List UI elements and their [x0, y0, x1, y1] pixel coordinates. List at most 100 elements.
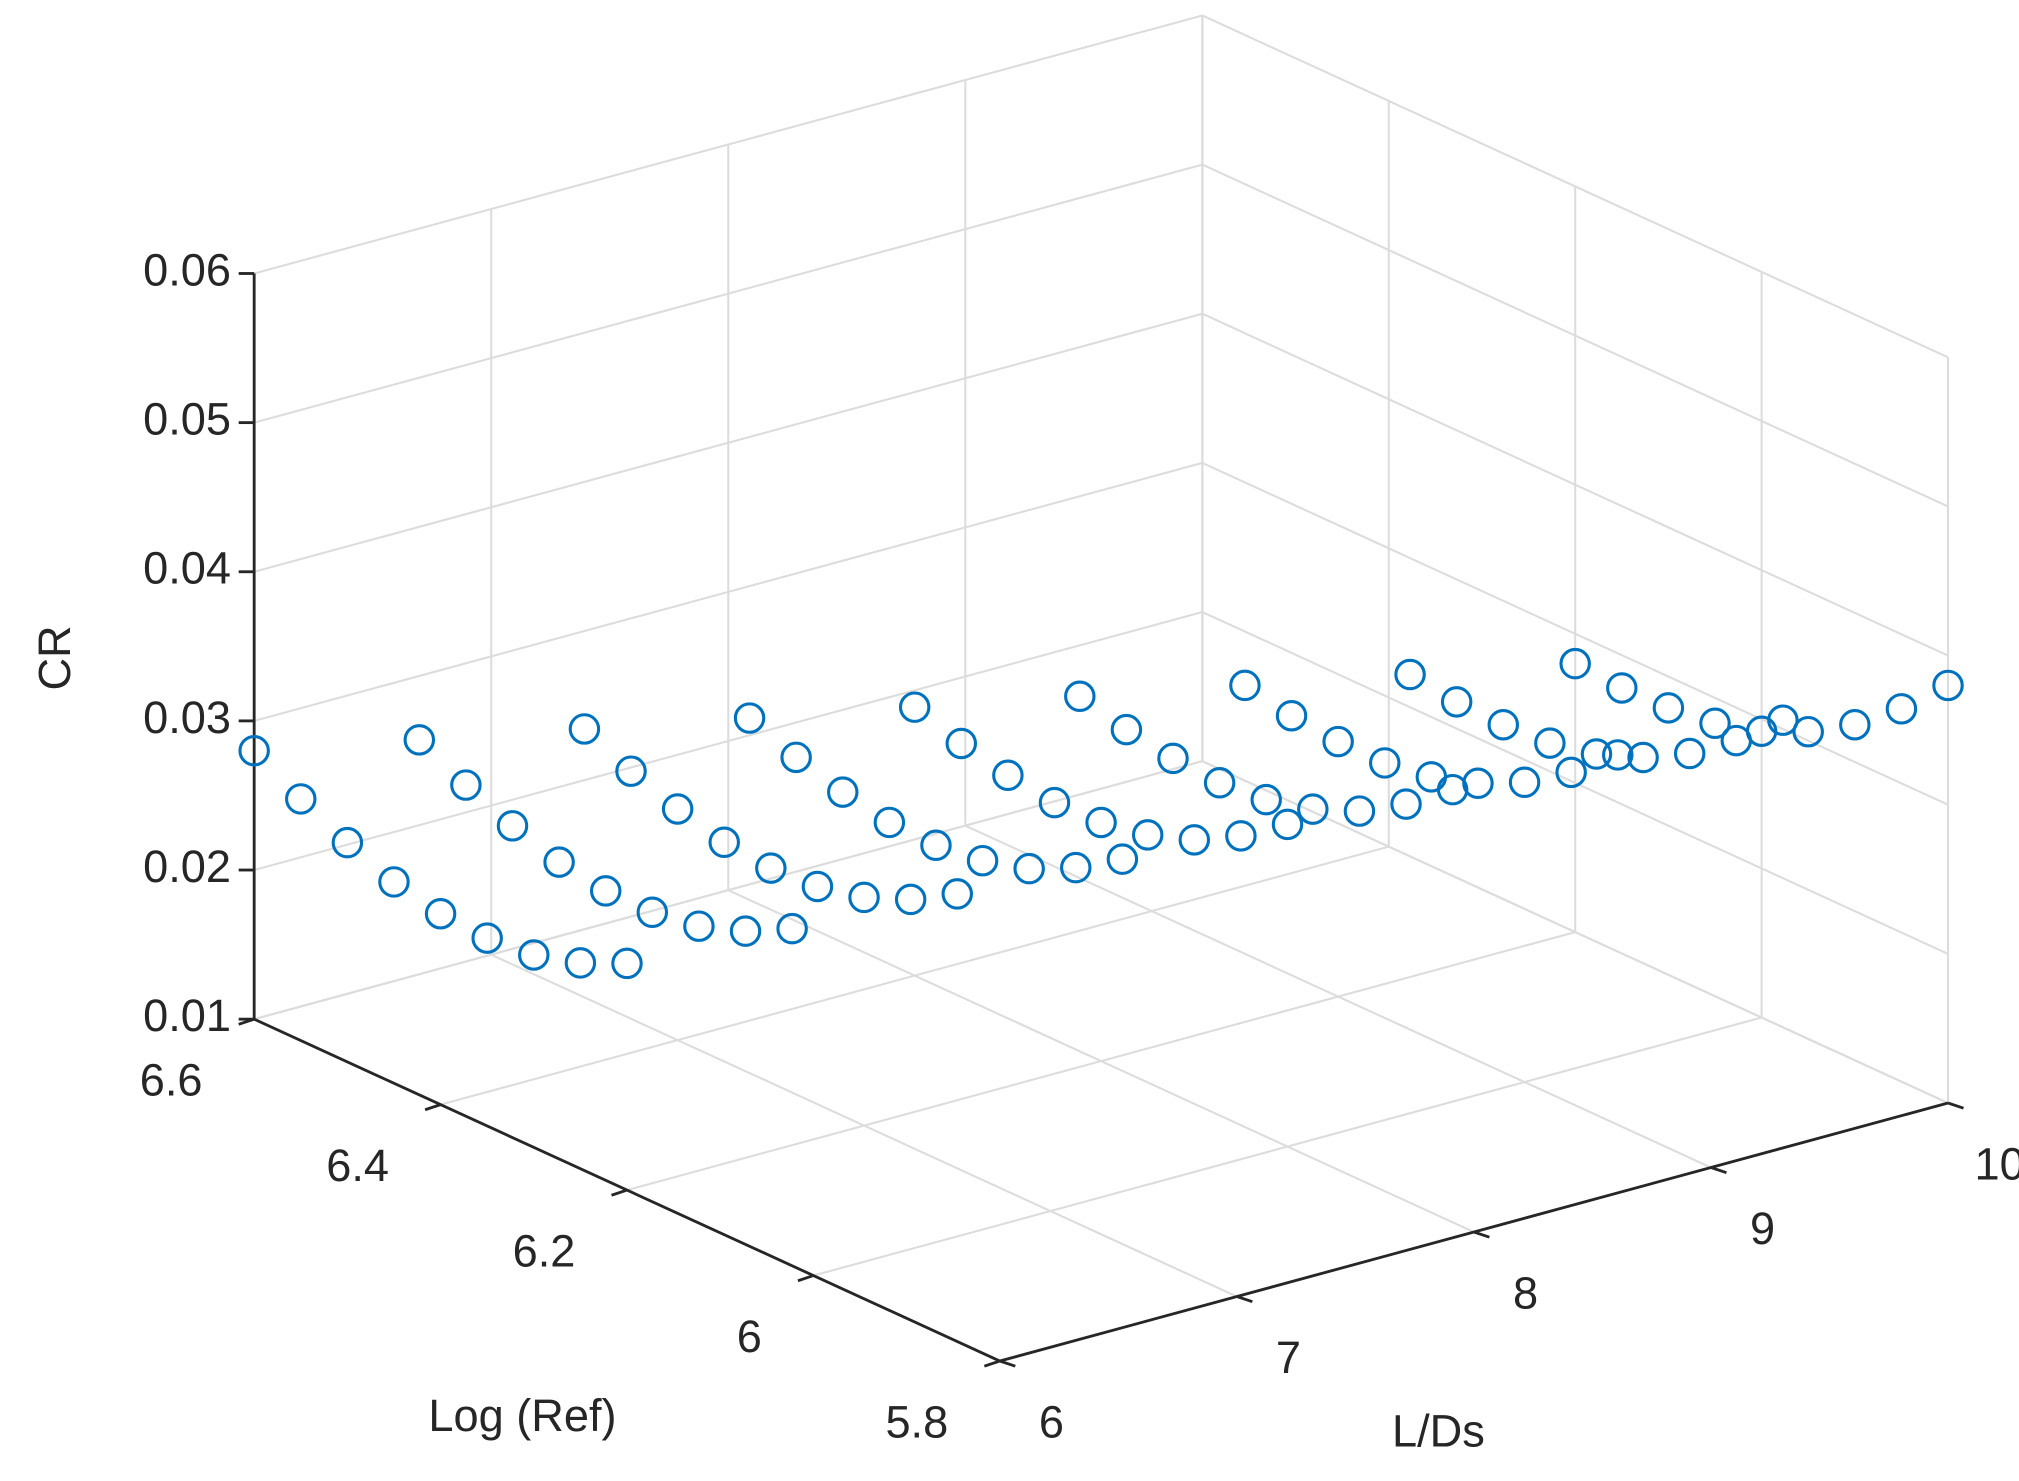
- data-point: [992, 759, 1024, 792]
- grid-line: [1201, 611, 1949, 955]
- data-point: [1932, 669, 1964, 702]
- data-point: [1745, 715, 1778, 747]
- grid-line: [813, 1016, 1762, 1277]
- data-point: [1085, 806, 1117, 839]
- y-tick: [983, 1359, 1001, 1368]
- data-point: [1673, 737, 1706, 770]
- data-point: [1369, 747, 1401, 779]
- data-point: [945, 727, 978, 760]
- grid-line: [253, 14, 1203, 275]
- y-tick: [424, 1103, 442, 1112]
- data-point: [1038, 786, 1071, 819]
- data-point: [920, 829, 952, 862]
- data-point: [403, 724, 436, 756]
- data-point: [450, 769, 482, 801]
- y-tick-label: 6.4: [326, 1140, 389, 1191]
- data-point: [1699, 707, 1731, 740]
- data-point: [331, 826, 364, 859]
- data-point: [898, 691, 931, 723]
- data-point: [708, 826, 740, 859]
- data-point: [564, 947, 597, 979]
- data-point: [1606, 672, 1638, 704]
- data-point: [1652, 692, 1685, 724]
- data-point: [378, 866, 410, 898]
- data-point: [1275, 699, 1308, 732]
- z-axis-label: CR: [29, 625, 80, 690]
- data-point: [780, 741, 812, 774]
- grid-line: [626, 931, 1576, 1192]
- grid-line: [1201, 461, 1949, 806]
- data-point: [1106, 843, 1139, 875]
- data-point: [1534, 727, 1566, 759]
- z-tick-label: 0.02: [143, 841, 231, 892]
- data-point: [1250, 783, 1282, 816]
- x-tick-label: 8: [1513, 1267, 1538, 1318]
- data-point: [611, 947, 643, 980]
- x-tick-label: 9: [1750, 1203, 1775, 1254]
- data-point: [1225, 820, 1257, 852]
- grid-line: [253, 461, 1203, 722]
- y-tick: [797, 1274, 814, 1283]
- data-point: [683, 910, 715, 942]
- x-tick: [1473, 1230, 1490, 1239]
- x-tick-label: 7: [1276, 1332, 1301, 1383]
- x-tick: [1236, 1295, 1253, 1304]
- x-tick: [1710, 1166, 1727, 1175]
- grid-line: [253, 163, 1203, 424]
- y-tick: [611, 1188, 628, 1197]
- grid-line: [253, 760, 1203, 1021]
- z-tick-label: 0.01: [143, 990, 231, 1041]
- data-point: [1131, 819, 1164, 851]
- data-point: [733, 702, 766, 734]
- data-point: [661, 793, 694, 825]
- data-point: [615, 755, 647, 787]
- data-point: [873, 806, 906, 839]
- data-point: [1885, 693, 1918, 725]
- x-tick-label: 10: [1975, 1138, 2019, 1189]
- data-point: [1390, 788, 1422, 820]
- data-point: [1602, 739, 1634, 771]
- data-point: [894, 883, 927, 916]
- z-tick-label: 0.04: [143, 543, 231, 594]
- y-axis-label: Log (Ref): [428, 1390, 616, 1441]
- z-tick-label: 0.05: [143, 394, 231, 445]
- data-point: [941, 878, 973, 910]
- x-tick-label: 6: [1039, 1396, 1064, 1447]
- grid-line: [1201, 760, 1949, 1104]
- data-point: [1508, 766, 1541, 799]
- grid-line: [253, 312, 1203, 573]
- data-point: [1555, 756, 1587, 789]
- y-tick-label: 6.2: [513, 1226, 576, 1277]
- data-point: [424, 897, 457, 930]
- x-axis-label: L/Ds: [1392, 1405, 1485, 1456]
- data-point: [1462, 767, 1494, 800]
- x-tick: [1947, 1101, 1964, 1110]
- data-point: [827, 776, 859, 808]
- data-point: [776, 912, 808, 945]
- data-point: [729, 915, 762, 947]
- data-point: [1178, 824, 1211, 856]
- data-point: [1343, 795, 1376, 827]
- data-point: [1839, 708, 1871, 741]
- grid-line: [253, 611, 1203, 872]
- data-point: [1110, 713, 1143, 746]
- data-point: [1559, 647, 1591, 680]
- data-point: [801, 870, 834, 903]
- data-point: [848, 881, 880, 914]
- z-tick-label: 0.03: [143, 692, 231, 743]
- data-point: [1060, 851, 1092, 884]
- data-point: [1792, 715, 1824, 748]
- y-tick-label: 5.8: [885, 1396, 948, 1447]
- grid-line: [1201, 163, 1949, 508]
- grid-line: [1201, 312, 1949, 657]
- grid-line: [440, 845, 1390, 1106]
- data-point: [1415, 761, 1448, 793]
- data-point: [589, 875, 622, 907]
- data-point: [1297, 793, 1329, 825]
- data-point: [966, 844, 999, 877]
- data-point: [1440, 686, 1473, 718]
- data-point: [1322, 725, 1354, 758]
- data-point: [1229, 669, 1261, 702]
- data-point: [518, 939, 550, 971]
- data-point: [1487, 708, 1520, 741]
